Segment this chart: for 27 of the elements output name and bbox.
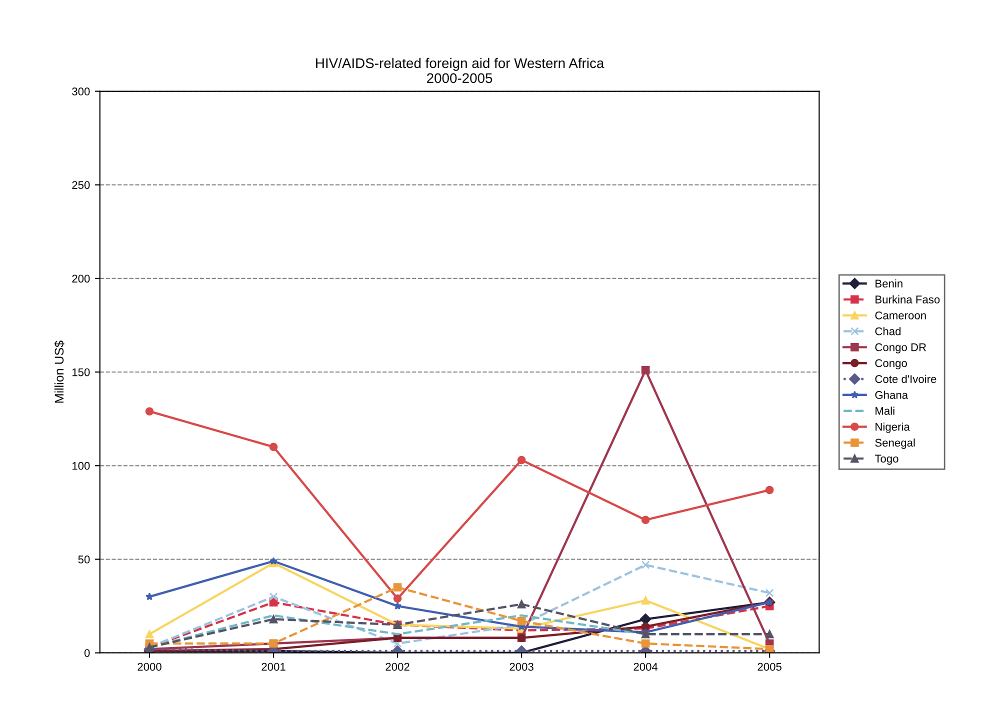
legend-label: Mali (876, 406, 894, 415)
y-tick-label: 0 (84, 649, 90, 657)
legend-label: Cote d'Ivoire (875, 374, 936, 383)
legend-label: Ghana (875, 390, 908, 399)
legend-label: Chad (875, 327, 901, 336)
x-tick-label: 2005 (758, 662, 782, 671)
chart-title: HIV/AIDS-related foreign aid for Western Africa 2000-2005 (316, 58, 604, 84)
y-tick-label: 250 (72, 181, 90, 189)
y-axis-title: Million US$ (54, 340, 64, 403)
legend-label: Togo (874, 454, 898, 465)
legend-label: Senegal (875, 438, 915, 449)
legend-label: Cameroon (875, 311, 926, 320)
legend-label: Nigeria (876, 422, 910, 433)
legend-label: Benin (876, 279, 902, 288)
y-tick-label: 100 (72, 462, 90, 470)
y-tick-label: 200 (72, 274, 90, 283)
x-tick-label: 2002 (386, 662, 410, 671)
x-tick-label: 2004 (634, 662, 658, 671)
x-tick-label: 2001 (262, 662, 286, 671)
y-tick-label: 50 (78, 556, 90, 564)
legend-label: Burkina Faso (876, 295, 940, 304)
legend-label: Congo DR (875, 343, 926, 354)
y-tick-label: 300 (72, 88, 90, 96)
x-tick-label: 2003 (510, 662, 534, 671)
x-tick-label: 2000 (138, 662, 162, 671)
y-tick-label: 150 (72, 368, 90, 376)
legend-label: Congo (875, 359, 907, 370)
